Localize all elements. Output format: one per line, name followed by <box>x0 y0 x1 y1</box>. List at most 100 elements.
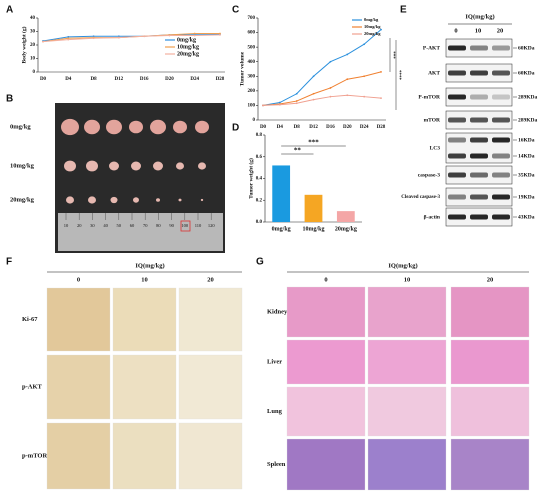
bar <box>304 194 323 222</box>
point <box>346 94 349 97</box>
ruler-label: 90 <box>169 223 174 228</box>
blot-frame <box>445 87 513 107</box>
y-axis-label: Tumor volume <box>239 51 245 86</box>
y-tick-label: 0.6 <box>256 155 263 160</box>
micrograph <box>450 438 530 491</box>
y-tick-label: 0.8 <box>256 133 263 138</box>
legend-label: 10mg/kg <box>177 44 199 50</box>
ruler-label: 60 <box>130 223 135 228</box>
band <box>492 153 510 159</box>
y-tick-label: 200 <box>248 89 256 94</box>
tumor <box>129 120 143 134</box>
row-label: 10mg/kg <box>10 162 35 169</box>
point <box>346 78 349 81</box>
x-tick-label: D16 <box>326 125 335 130</box>
y-axis-label: Tumor weight (g) <box>247 158 254 199</box>
tumor <box>150 119 166 135</box>
size-label: 14KDa <box>518 153 535 159</box>
point <box>380 71 382 73</box>
point <box>262 104 264 107</box>
dose-label: 20 <box>497 27 504 34</box>
y-tick-label: 30 <box>30 30 36 35</box>
micrograph <box>450 339 530 385</box>
tumor <box>200 198 204 202</box>
x-tick-label: 0mg/kg <box>272 226 291 232</box>
band <box>470 137 488 143</box>
tumor <box>176 162 184 170</box>
bar <box>336 211 355 222</box>
point <box>193 34 196 37</box>
panel-label: C <box>232 5 239 16</box>
point <box>219 33 221 36</box>
micrograph <box>46 354 111 420</box>
dose-label: 10 <box>404 276 411 283</box>
band <box>470 70 488 76</box>
size-label: 16KDa <box>518 137 535 143</box>
y-tick-label: 500 <box>248 45 256 50</box>
point <box>193 32 196 35</box>
bar <box>272 165 291 222</box>
micrograph <box>112 287 177 352</box>
band <box>492 194 510 200</box>
micrograph <box>178 422 243 490</box>
y-tick-label: 400 <box>248 60 256 65</box>
point <box>295 92 298 95</box>
micrograph <box>112 422 177 490</box>
panel-label: D <box>232 123 239 134</box>
size-label: 35KDa <box>518 172 535 178</box>
legend-label: 10mg/kg <box>364 24 381 29</box>
point <box>312 92 315 95</box>
size-label: 60KDa <box>518 45 535 51</box>
y-tick-label: 10 <box>30 57 36 62</box>
band <box>448 45 466 51</box>
x-tick-label: D8 <box>91 77 98 82</box>
row-label: p-mTOR <box>22 452 47 459</box>
annotation: ** <box>294 147 302 155</box>
band <box>492 45 510 51</box>
micrograph <box>46 287 111 352</box>
y-tick-label: 0 <box>33 70 36 75</box>
ruler-label: 40 <box>103 223 108 228</box>
ruler-label: 50 <box>117 223 122 228</box>
band <box>492 94 510 100</box>
y-tick-label: 20 <box>30 43 36 48</box>
ruler-label: 70 <box>143 223 148 228</box>
ruler-mark <box>180 220 191 232</box>
panel-label: A <box>6 5 13 16</box>
ruler-label: 10 <box>64 223 69 228</box>
tumor <box>156 198 160 202</box>
point <box>363 75 366 78</box>
size-label: 19KDa <box>518 194 535 200</box>
band <box>492 172 510 178</box>
band <box>448 214 466 220</box>
x-tick-label: D12 <box>115 77 124 82</box>
micrograph <box>450 386 530 437</box>
micrograph <box>286 339 366 385</box>
point <box>92 35 95 38</box>
ruler-label: 110 <box>195 223 202 228</box>
point <box>329 95 332 98</box>
micrograph <box>286 386 366 437</box>
series-line <box>42 33 220 42</box>
panel-label: F <box>6 257 12 268</box>
panel-label: E <box>400 5 407 16</box>
band <box>448 194 466 200</box>
x-tick-label: 10mg/kg <box>302 226 324 232</box>
y-axis-label: Body weight (g) <box>20 26 27 63</box>
tumor <box>61 118 79 136</box>
micrograph <box>367 438 447 491</box>
band <box>448 153 466 159</box>
legend-label: 20mg/kg <box>177 51 199 57</box>
row-label: 0mg/kg <box>10 123 31 130</box>
band <box>448 137 466 143</box>
y-tick-label: 300 <box>248 74 256 79</box>
band <box>448 94 466 100</box>
micrograph <box>46 422 111 490</box>
row-label: Lung <box>267 408 283 415</box>
tumor <box>84 119 100 135</box>
y-tick-label: 700 <box>248 16 256 21</box>
point <box>143 35 146 38</box>
row-label: Ki-67 <box>22 316 38 323</box>
tumor <box>153 161 163 171</box>
micrograph <box>178 287 243 352</box>
